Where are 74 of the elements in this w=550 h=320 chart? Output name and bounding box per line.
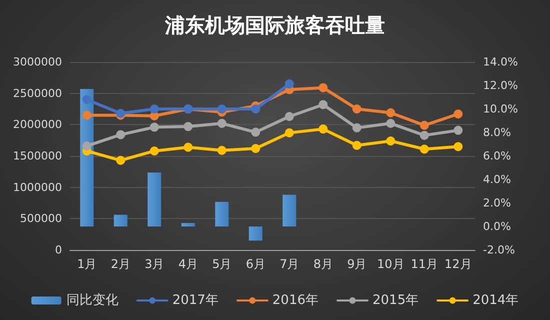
point: [454, 110, 463, 119]
legend-label: 同比变化: [66, 293, 118, 308]
point: [420, 130, 429, 140]
point: [454, 142, 463, 152]
point: [352, 123, 362, 132]
x-tick-label: 9月: [347, 257, 367, 271]
x-tick-label: 11月: [410, 257, 438, 271]
point: [217, 146, 226, 155]
point: [116, 130, 126, 140]
bar: [181, 222, 195, 226]
point: [284, 112, 294, 122]
point: [284, 79, 294, 88]
y-tick-label: 3000000: [13, 56, 62, 68]
point: [184, 122, 193, 132]
point: [420, 120, 429, 130]
x-tick-label: 5月: [212, 257, 232, 271]
y-tick-label: 1000000: [13, 180, 62, 194]
point: [82, 95, 92, 104]
point: [386, 118, 396, 128]
x-tick-label: 12月: [444, 257, 472, 271]
x-tick-label: 2月: [110, 257, 130, 271]
point: [217, 118, 226, 128]
point: [82, 141, 92, 150]
x-tick-label: 4月: [178, 257, 198, 271]
legend-label: 2014年: [472, 293, 519, 308]
x-tick-label: 1月: [77, 257, 97, 271]
y2-tick-label: 12.0%: [483, 79, 518, 92]
point: [251, 104, 260, 114]
x-tick-label: 7月: [280, 257, 300, 271]
y2-tick-label: 2.0%: [483, 196, 511, 210]
point: [386, 136, 396, 146]
y-tick-label: 500000: [20, 212, 62, 226]
y2-tick-label: 10.0%: [483, 102, 518, 116]
x-tick-label: 8月: [313, 257, 333, 271]
legend-label: 2017年: [172, 293, 218, 308]
x-tick-label: 10月: [376, 257, 404, 271]
point: [284, 128, 294, 138]
legend-label: 2016年: [272, 293, 319, 308]
point: [420, 144, 429, 154]
x-tick-label: 6月: [246, 257, 266, 271]
point: [352, 104, 362, 114]
y2-tick-label: 14.0%: [483, 56, 518, 68]
point: [184, 142, 193, 152]
y-tick-label: 2000000: [13, 118, 62, 132]
point: [217, 104, 226, 114]
point: [318, 83, 328, 92]
point: [318, 124, 328, 134]
y2-tick-label: 8.0%: [483, 126, 511, 139]
chart-title: 浦东机场国际旅客吞吐量: [164, 13, 385, 37]
point: [318, 100, 328, 110]
bar: [282, 194, 296, 226]
point: [150, 122, 159, 132]
point: [386, 108, 396, 118]
point: [352, 140, 362, 150]
point: [82, 110, 92, 120]
bar: [148, 172, 162, 226]
x-tick-label: 3月: [144, 257, 164, 271]
y-tick-label: 2500000: [13, 86, 62, 100]
y-tick-label: 0: [55, 244, 62, 256]
bar: [248, 226, 262, 241]
y2-tick-label: 6.0%: [483, 150, 511, 162]
point: [116, 156, 126, 165]
point: [251, 144, 260, 153]
y2-tick-label: 4.0%: [483, 173, 511, 186]
y2-tick-label: 0.0%: [483, 220, 511, 233]
bar: [114, 214, 128, 226]
point: [150, 146, 159, 156]
y2-tick-label: -2.0%: [483, 244, 515, 256]
point: [454, 126, 463, 135]
y-tick-label: 1500000: [13, 150, 62, 162]
point: [150, 104, 159, 114]
bar: [215, 202, 229, 226]
legend-label: 2015年: [372, 293, 419, 308]
point: [251, 128, 260, 137]
